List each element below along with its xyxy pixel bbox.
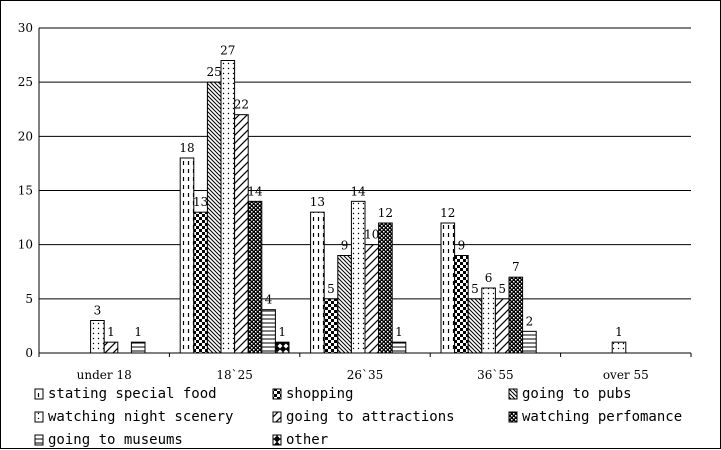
- legend-swatch: [34, 411, 44, 423]
- data-label: 10: [364, 228, 379, 242]
- legend-label: stating special food: [48, 386, 217, 402]
- data-label: 2: [526, 314, 534, 328]
- y-tick-label: 10: [18, 238, 33, 252]
- y-tick-label: 25: [18, 75, 33, 89]
- data-label: 13: [310, 195, 325, 209]
- data-label: 7: [512, 260, 520, 274]
- legend-label: watching night scenery: [48, 409, 233, 425]
- legend-swatch: [508, 388, 518, 400]
- bar: [261, 309, 276, 354]
- legend-label: going to attractions: [286, 409, 455, 425]
- bar: [337, 255, 352, 354]
- data-label: 22: [234, 98, 249, 112]
- x-tick-label: 36`55: [477, 368, 514, 382]
- bars: [90, 60, 627, 354]
- legend-swatch: [272, 388, 282, 400]
- x-tick-label: under 18: [77, 368, 132, 382]
- bar: [522, 330, 537, 354]
- y-tick-label: 20: [18, 129, 33, 143]
- bar: [454, 255, 469, 354]
- data-label: 18: [179, 141, 194, 155]
- grid-lines: [39, 27, 691, 300]
- x-tick-label: 18`25: [216, 368, 253, 382]
- bar: [247, 200, 263, 354]
- data-label: 1: [278, 325, 286, 339]
- y-tick-label: 0: [25, 346, 33, 360]
- data-label: 5: [471, 282, 479, 296]
- bar: [611, 341, 627, 354]
- data-label: 9: [341, 239, 349, 253]
- legend-swatch: [34, 434, 44, 446]
- legend-swatch: [508, 411, 518, 423]
- bar: [220, 60, 236, 354]
- bar: [206, 81, 222, 354]
- data-label: 5: [327, 282, 335, 296]
- legend-label: shopping: [286, 386, 353, 402]
- bar: [364, 244, 380, 354]
- bar: [350, 200, 366, 354]
- legend-label: watching perfomance: [522, 409, 682, 425]
- legend-label: going to pubs: [522, 386, 632, 402]
- legend-swatch: [34, 388, 44, 400]
- x-tick-label: 26`35: [347, 368, 384, 382]
- data-label: 14: [351, 184, 367, 198]
- bar: [310, 211, 325, 354]
- data-label: 12: [440, 206, 455, 220]
- y-tick-label: 15: [18, 184, 33, 198]
- data-label: 1: [134, 325, 142, 339]
- bar: [508, 276, 524, 354]
- data-label: 25: [207, 65, 222, 79]
- bar: [467, 298, 483, 354]
- y-tick-label: 5: [25, 292, 33, 306]
- data-label: 12: [378, 206, 393, 220]
- data-label: 6: [485, 271, 493, 285]
- data-label: 4: [265, 293, 273, 307]
- legend-label: other: [286, 432, 328, 448]
- bar: [440, 222, 456, 354]
- bar: [481, 287, 496, 354]
- data-label: 5: [498, 282, 506, 296]
- y-tick-label: 30: [18, 21, 33, 35]
- data-label: 9: [458, 239, 466, 253]
- data-label: 1: [615, 325, 623, 339]
- bar: [130, 341, 146, 354]
- legend-label: going to museums: [48, 432, 183, 448]
- bar: [193, 211, 208, 354]
- bar: [378, 222, 393, 354]
- bar: [179, 157, 195, 354]
- legend: stating special food shopping going to pub…: [34, 386, 682, 448]
- data-label: 1: [107, 325, 115, 339]
- data-label: 27: [220, 44, 235, 58]
- data-label: 1: [395, 325, 403, 339]
- bar: [103, 341, 119, 354]
- legend-swatch: [272, 411, 282, 423]
- legend-swatch: [272, 434, 282, 446]
- bar: [323, 298, 339, 354]
- x-tick-label: over 55: [603, 368, 649, 382]
- bar: [274, 341, 290, 354]
- data-label: 13: [193, 195, 208, 209]
- bar: [494, 298, 510, 354]
- data-label: 14: [247, 184, 263, 198]
- data-label: 3: [94, 304, 102, 318]
- bar: [90, 320, 105, 354]
- bar: [391, 341, 407, 354]
- bar: [234, 114, 249, 354]
